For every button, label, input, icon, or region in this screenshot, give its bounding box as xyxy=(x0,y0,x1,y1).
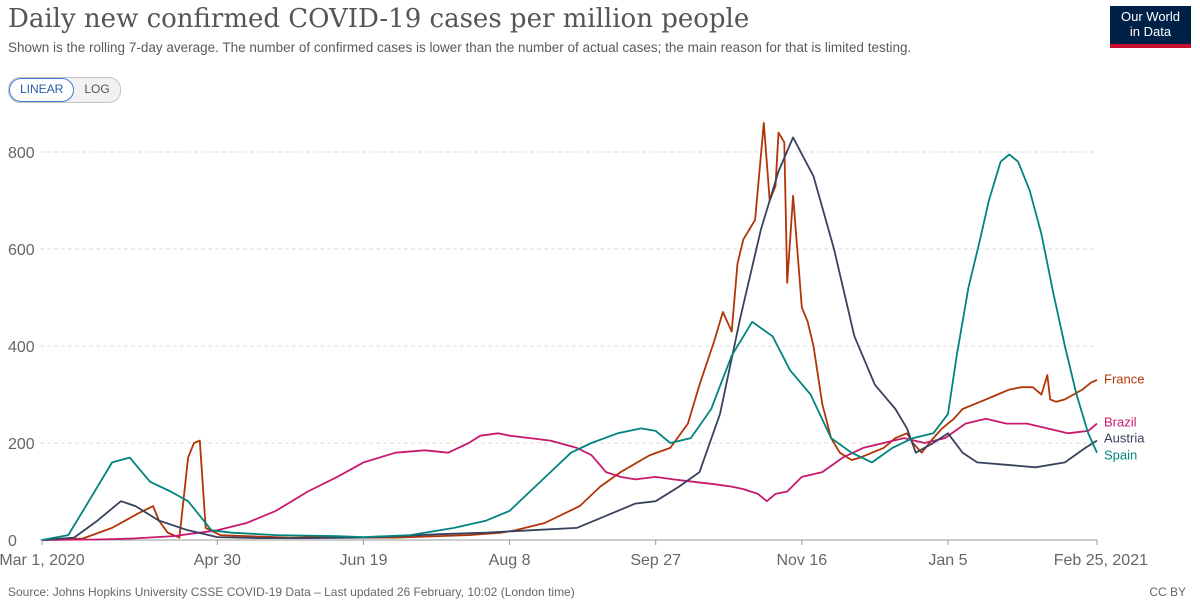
y-tick-label: 400 xyxy=(8,339,35,356)
chart-subtitle: Shown is the rolling 7-day average. The … xyxy=(8,40,912,55)
x-tick-label: Nov 16 xyxy=(776,552,827,569)
x-tick-label: Jan 5 xyxy=(928,552,967,569)
license-label[interactable]: CC BY xyxy=(1149,585,1186,599)
linear-scale-button[interactable]: LINEAR xyxy=(9,78,75,102)
series-label-france[interactable]: France xyxy=(1104,371,1144,386)
series-lines xyxy=(41,122,1098,541)
logo-line-1: Our World xyxy=(1121,9,1180,24)
series-line-austria[interactable] xyxy=(41,136,1098,541)
series-label-austria[interactable]: Austria xyxy=(1104,430,1145,445)
x-tick-label: Apr 30 xyxy=(194,552,241,569)
scale-toggle: LINEAR LOG xyxy=(8,77,121,103)
log-scale-button[interactable]: LOG xyxy=(84,82,110,96)
y-tick-label: 800 xyxy=(8,145,35,162)
y-tick-label: 600 xyxy=(8,242,35,259)
series-label-spain[interactable]: Spain xyxy=(1104,447,1137,462)
x-tick-label: Aug 8 xyxy=(489,552,531,569)
chart-title: Daily new confirmed COVID-19 cases per m… xyxy=(8,4,750,34)
logo-line-2: in Data xyxy=(1129,24,1172,39)
series-line-france[interactable] xyxy=(41,122,1098,541)
series-line-spain[interactable] xyxy=(41,153,1098,541)
x-tick-label: Feb 25, 2021 xyxy=(1054,552,1148,569)
logo-accent-bar xyxy=(1110,44,1191,48)
source-note[interactable]: Source: Johns Hopkins University CSSE CO… xyxy=(8,585,575,599)
owid-logo[interactable]: Our World in Data xyxy=(1110,6,1191,48)
x-tick-label: Mar 1, 2020 xyxy=(0,552,85,569)
y-gridlines xyxy=(40,151,1097,444)
y-tick-label: 200 xyxy=(8,436,35,453)
series-line-brazil[interactable] xyxy=(41,417,1098,541)
y-tick-label: 0 xyxy=(8,533,17,550)
x-axis: Mar 1, 2020 Apr 30 Jun 19 Aug 8 Sep 27 Nov 16… xyxy=(0,539,1148,569)
x-tick-label: Sep 27 xyxy=(630,552,681,569)
y-axis-ticks: 0 200 400 600 800 xyxy=(8,145,35,550)
series-label-brazil[interactable]: Brazil xyxy=(1104,414,1137,429)
x-tick-label: Jun 19 xyxy=(339,552,387,569)
